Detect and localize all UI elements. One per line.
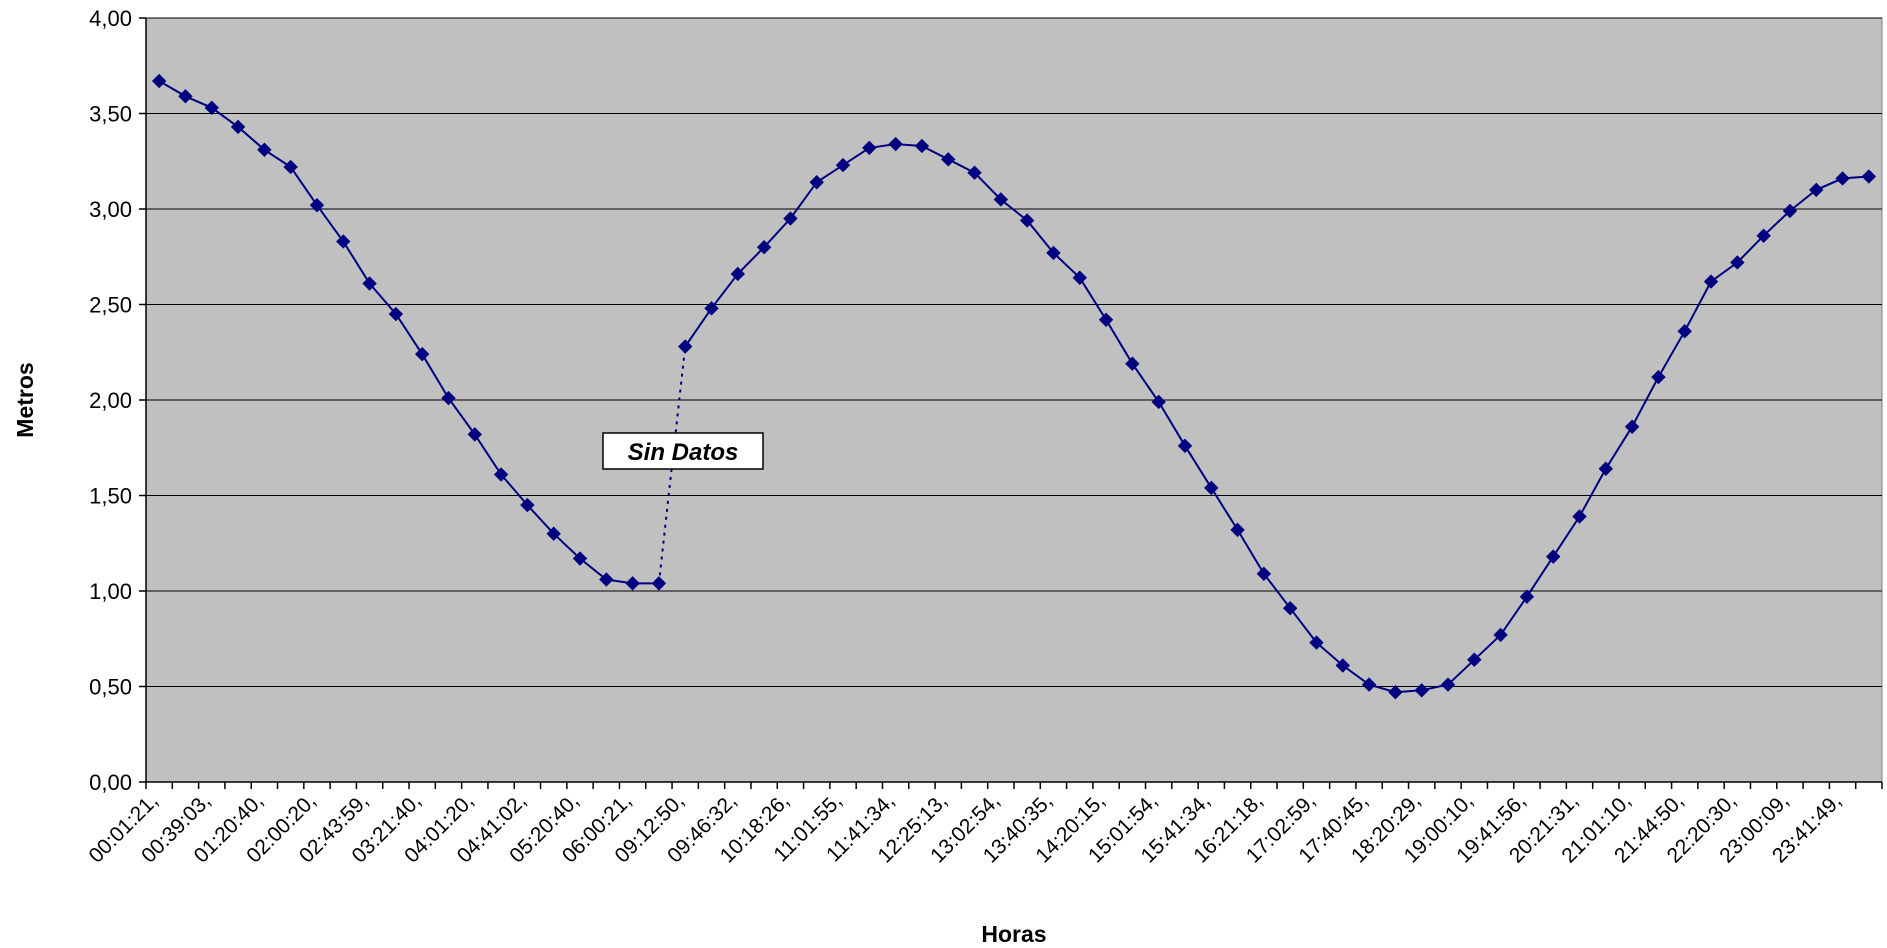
- data-point: [993, 192, 1009, 207]
- data-point: [1440, 677, 1456, 692]
- data-point: [888, 136, 903, 152]
- data-point: [1703, 274, 1719, 289]
- data-point: [1072, 270, 1087, 285]
- y-tick-label: 1,00: [89, 579, 132, 604]
- y-tick-label: 2,50: [89, 293, 132, 318]
- data-point: [1204, 480, 1219, 496]
- data-point: [651, 576, 667, 591]
- data-point: [414, 346, 430, 362]
- data-point: [1624, 419, 1640, 434]
- y-tick-label: 4,00: [89, 6, 132, 31]
- data-point: [783, 211, 798, 226]
- data-point: [835, 157, 851, 173]
- data-point: [1098, 312, 1114, 327]
- data-point: [441, 390, 456, 406]
- data-point: [1177, 438, 1193, 454]
- data-point: [1230, 522, 1245, 538]
- series-line-segment: [158, 80, 659, 585]
- data-point: [178, 89, 193, 104]
- data-point: [1046, 245, 1061, 261]
- data-point: [1256, 566, 1272, 582]
- series-metros: [158, 80, 1869, 694]
- y-tick-label: 0,00: [89, 770, 132, 795]
- data-point: [1493, 627, 1508, 643]
- data-point: [336, 234, 351, 249]
- data-point: [704, 301, 719, 316]
- data-point: [1282, 600, 1298, 616]
- data-point: [941, 152, 956, 167]
- data-point: [1782, 203, 1798, 219]
- data-point: [1572, 509, 1587, 524]
- data-point: [862, 140, 877, 156]
- data-point: [204, 100, 219, 115]
- data-point: [1151, 394, 1166, 410]
- data-point: [967, 165, 982, 180]
- data-point: [730, 266, 746, 282]
- y-tick-label: 3,00: [89, 197, 132, 222]
- data-point: [230, 119, 246, 135]
- data-point: [1388, 685, 1403, 700]
- data-point: [1730, 255, 1745, 270]
- data-point: [572, 551, 588, 566]
- data-point: [1309, 635, 1324, 650]
- series-line-segment: [684, 143, 1869, 694]
- data-point: [520, 497, 535, 513]
- data-point: [1809, 182, 1824, 198]
- data-point: [257, 142, 272, 157]
- y-axis-title: Metros: [12, 362, 38, 437]
- data-point: [362, 276, 377, 291]
- data-point: [151, 73, 167, 89]
- data-point: [493, 467, 509, 482]
- x-axis-ticks: 00:01:21,00:39:03,01:20:40,02:00:20,02:4…: [84, 782, 1883, 867]
- y-tick-label: 0,50: [89, 675, 132, 700]
- data-point: [599, 572, 614, 587]
- data-point: [546, 526, 561, 541]
- x-axis-title: Horas: [981, 921, 1046, 947]
- series-markers: [151, 73, 1877, 700]
- y-tick-label: 1,50: [89, 484, 132, 509]
- data-point: [1519, 589, 1535, 604]
- data-point: [1677, 324, 1692, 339]
- data-point: [309, 197, 325, 213]
- y-tick-label: 2,00: [89, 388, 132, 413]
- data-point: [388, 306, 404, 322]
- data-point: [283, 159, 298, 175]
- data-point: [1651, 369, 1666, 385]
- data-point: [914, 138, 930, 154]
- data-point: [1756, 228, 1771, 243]
- data-point: [678, 339, 693, 354]
- data-point: [625, 576, 640, 591]
- data-point: [1835, 171, 1850, 186]
- data-point: [467, 427, 482, 442]
- sin-datos-annotation: Sin Datos: [602, 432, 764, 470]
- data-point: [809, 175, 824, 190]
- annotation-box: [602, 432, 764, 470]
- data-point: [756, 239, 772, 255]
- data-point: [1861, 169, 1877, 184]
- data-point: [1019, 213, 1035, 228]
- data-point: [1335, 658, 1350, 673]
- data-point: [1125, 356, 1140, 371]
- annotation-label: Sin Datos: [628, 439, 739, 466]
- data-point: [1414, 683, 1429, 698]
- y-tick-label: 3,50: [89, 102, 132, 127]
- y-axis-ticks: 0,00 0,50 1,00 1,50 2,00 2,50 3,00 3,50 4,00: [89, 6, 146, 795]
- data-point: [1546, 549, 1561, 564]
- data-point: [1467, 652, 1482, 667]
- data-point: [1361, 677, 1377, 692]
- data-point: [1598, 461, 1614, 476]
